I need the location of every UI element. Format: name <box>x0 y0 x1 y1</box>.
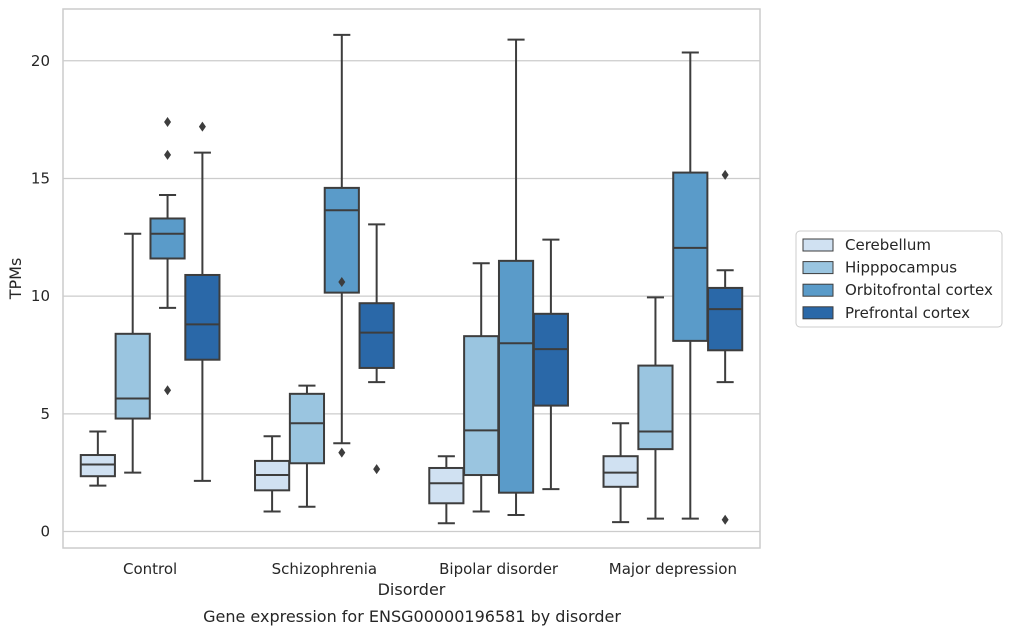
legend-label: Cerebellum <box>845 236 931 254</box>
outlier-point <box>721 169 729 180</box>
box-schizophrenia-prefrontal-cortex <box>358 223 395 475</box>
box-schizophrenia-orbitofrontal-cortex <box>323 33 360 458</box>
y-tick-15: 15 <box>31 169 50 187</box>
x-tick-schizophrenia: Schizophrenia <box>272 560 377 578</box>
box-body <box>323 186 360 294</box>
box-control-cerebellum <box>79 430 116 487</box>
legend-item-hipppocampus: Hipppocampus <box>802 259 957 277</box>
legend: Cerebellum Hipppocampus Orbitofrontal cort… <box>795 230 1003 328</box>
legend-frame <box>795 230 1003 328</box>
box-schizophrenia-hipppocampus <box>288 384 326 508</box>
outlier-point <box>164 116 172 127</box>
legend-label: Prefrontal cortex <box>845 304 970 322</box>
chart-title: Gene expression for ENSG00000196581 by d… <box>203 607 621 626</box>
y-tick-20: 20 <box>31 52 50 70</box>
box-control-hipppocampus <box>114 232 151 474</box>
box-body <box>288 392 326 465</box>
legend-item-orbitofrontal-cortex: Orbitofrontal cortex <box>802 281 993 299</box>
legend-swatch <box>802 238 834 252</box>
box-body <box>707 286 744 352</box>
legend-swatch <box>802 306 834 320</box>
x-tick-major-depression: Major depression <box>609 560 737 578</box>
legend-item-cerebellum: Cerebellum <box>802 236 931 254</box>
box-plots <box>79 33 744 525</box>
box-body <box>149 217 186 260</box>
legend-label: Orbitofrontal cortex <box>845 281 993 299</box>
y-tick-10: 10 <box>31 287 50 305</box>
y-tick-0: 0 <box>40 523 50 541</box>
x-tick-bipolar-disorder: Bipolar disorder <box>439 560 559 578</box>
outlier-point <box>164 149 172 160</box>
box-body <box>637 364 674 451</box>
box-control-orbitofrontal-cortex <box>149 116 186 396</box>
box-body <box>602 455 639 488</box>
box-major-depression-orbitofrontal-cortex <box>672 51 709 520</box>
plot-frame <box>62 8 761 549</box>
box-bipolar-disorder-orbitofrontal-cortex <box>497 38 535 517</box>
box-body <box>497 259 535 494</box>
box-schizophrenia-cerebellum <box>254 435 291 513</box>
box-body <box>672 171 709 342</box>
outlier-point <box>198 121 206 132</box>
box-body <box>532 312 569 407</box>
legend-label: Hipppocampus <box>845 259 957 277</box>
y-tick-5: 5 <box>40 405 50 423</box>
box-body <box>428 466 465 505</box>
box-bipolar-disorder-prefrontal-cortex <box>532 238 569 491</box>
y-axis-label: TPMs <box>6 258 25 301</box>
legend-item-prefrontal-cortex: Prefrontal cortex <box>802 304 970 322</box>
legend-swatch <box>802 261 834 275</box>
y-tick-labels: 0 5 10 15 20 <box>31 52 50 541</box>
box-major-depression-cerebellum <box>602 422 639 524</box>
box-major-depression-prefrontal-cortex <box>707 169 744 525</box>
box-bipolar-disorder-hipppocampus <box>463 262 500 513</box>
outlier-point <box>721 514 729 525</box>
x-tick-labels: Control Schizophrenia Bipolar disorder Majo… <box>123 560 737 578</box>
box-bipolar-disorder-cerebellum <box>428 455 465 525</box>
x-tick-control: Control <box>123 560 177 578</box>
box-major-depression-hipppocampus <box>637 296 674 520</box>
box-body <box>79 454 116 478</box>
outlier-point <box>338 447 346 458</box>
box-body <box>114 332 151 420</box>
box-body <box>184 273 221 361</box>
legend-swatch <box>802 283 834 297</box>
outlier-point <box>164 385 172 396</box>
x-axis-label: Disorder <box>378 580 446 599</box>
outlier-point <box>373 464 381 475</box>
box-body <box>358 302 395 369</box>
legend-items: Cerebellum Hipppocampus Orbitofrontal cort… <box>802 236 993 322</box>
outlier-point <box>338 277 346 288</box>
box-control-prefrontal-cortex <box>184 121 221 482</box>
box-body <box>463 335 500 477</box>
